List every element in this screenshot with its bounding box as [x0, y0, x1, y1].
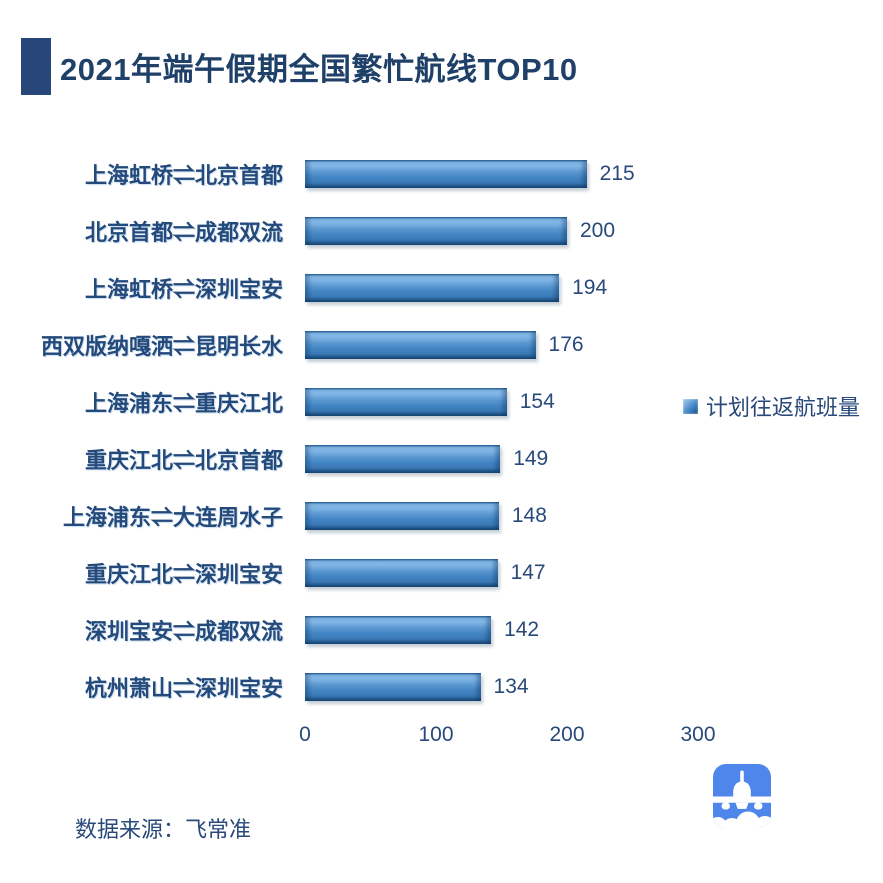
bar-row: 上海浦东⇌重庆江北 154: [0, 373, 883, 430]
bar-row: 重庆江北⇌北京首都 149: [0, 430, 883, 487]
bar-row: 深圳宝安⇌成都双流 142: [0, 601, 883, 658]
category-label: 上海虹桥⇌北京首都: [84, 162, 283, 188]
value-label: 176: [548, 332, 584, 356]
x-axis-tick: 100: [418, 723, 454, 746]
bar-chart: 上海虹桥⇌北京首都 215 北京首都⇌成都双流 200 上海虹桥⇌深圳宝安 19…: [0, 145, 883, 715]
bar-track: 148: [305, 501, 698, 530]
value-label: 194: [572, 275, 608, 299]
bar-row: 北京首都⇌成都双流 200: [0, 202, 883, 259]
x-axis: 0 100 200 300: [299, 723, 715, 751]
category-label: 杭州萧山⇌深圳宝安: [84, 675, 283, 701]
x-axis-tick: 300: [680, 723, 716, 746]
value-label: 134: [493, 674, 529, 698]
bar-track: 194: [305, 273, 698, 302]
bar-row: 重庆江北⇌深圳宝安 147: [0, 544, 883, 601]
x-axis-tick: 200: [549, 723, 585, 746]
variflight-logo: [713, 764, 771, 828]
value-label: 147: [510, 560, 546, 584]
value-label: 215: [599, 161, 635, 185]
category-label: 上海浦东⇌重庆江北: [84, 390, 283, 416]
chart-title: 2021年端午假期全国繁忙航线TOP10: [60, 52, 578, 87]
bar-row: 上海虹桥⇌北京首都 215: [0, 145, 883, 202]
bar-track: 149: [305, 444, 698, 473]
bar: [305, 216, 567, 245]
category-label: 重庆江北⇌深圳宝安: [84, 561, 283, 587]
chart-header: 2021年端午假期全国繁忙航线TOP10: [21, 38, 578, 95]
category-label: 上海浦东⇌大连周水子: [62, 504, 283, 530]
bar: [305, 159, 587, 188]
category-label: 深圳宝安⇌成都双流: [84, 618, 283, 644]
bar: [305, 444, 501, 473]
category-label: 西双版纳嘎洒⇌昆明长水: [40, 333, 283, 359]
category-label: 上海虹桥⇌深圳宝安: [84, 276, 283, 302]
bar-track: 154: [305, 387, 698, 416]
value-label: 142: [504, 617, 540, 641]
bar: [305, 615, 492, 644]
x-axis-tick: 0: [299, 723, 311, 746]
bar-track: 134: [305, 672, 698, 701]
title-accent-block: [21, 38, 51, 95]
value-label: 200: [579, 218, 616, 242]
bar-track: 200: [305, 216, 698, 245]
legend: 计划往返航班量: [683, 390, 860, 422]
category-label: 北京首都⇌成都双流: [84, 219, 283, 245]
bar-row: 杭州萧山⇌深圳宝安 134: [0, 658, 883, 715]
bar: [305, 672, 481, 701]
bar: [305, 387, 507, 416]
bar: [305, 330, 536, 359]
bar-row: 上海虹桥⇌深圳宝安 194: [0, 259, 883, 316]
legend-swatch-icon: [683, 398, 698, 414]
bar-track: 176: [305, 330, 698, 359]
category-label: 重庆江北⇌北京首都: [84, 447, 283, 473]
bar-row: 上海浦东⇌大连周水子 148: [0, 487, 883, 544]
bar: [305, 501, 499, 530]
data-source-label: 数据来源：飞常准: [75, 817, 252, 842]
bar: [305, 273, 560, 302]
legend-label: 计划往返航班量: [706, 395, 861, 420]
bar-track: 142: [305, 615, 698, 644]
bar: [305, 558, 498, 587]
value-label: 148: [511, 503, 547, 527]
bar-track: 147: [305, 558, 698, 587]
value-label: 149: [513, 446, 549, 470]
bar-track: 215: [305, 159, 698, 188]
value-label: 154: [519, 389, 555, 413]
bar-row: 西双版纳嘎洒⇌昆明长水 176: [0, 316, 883, 373]
airplane-icon: [713, 764, 771, 828]
